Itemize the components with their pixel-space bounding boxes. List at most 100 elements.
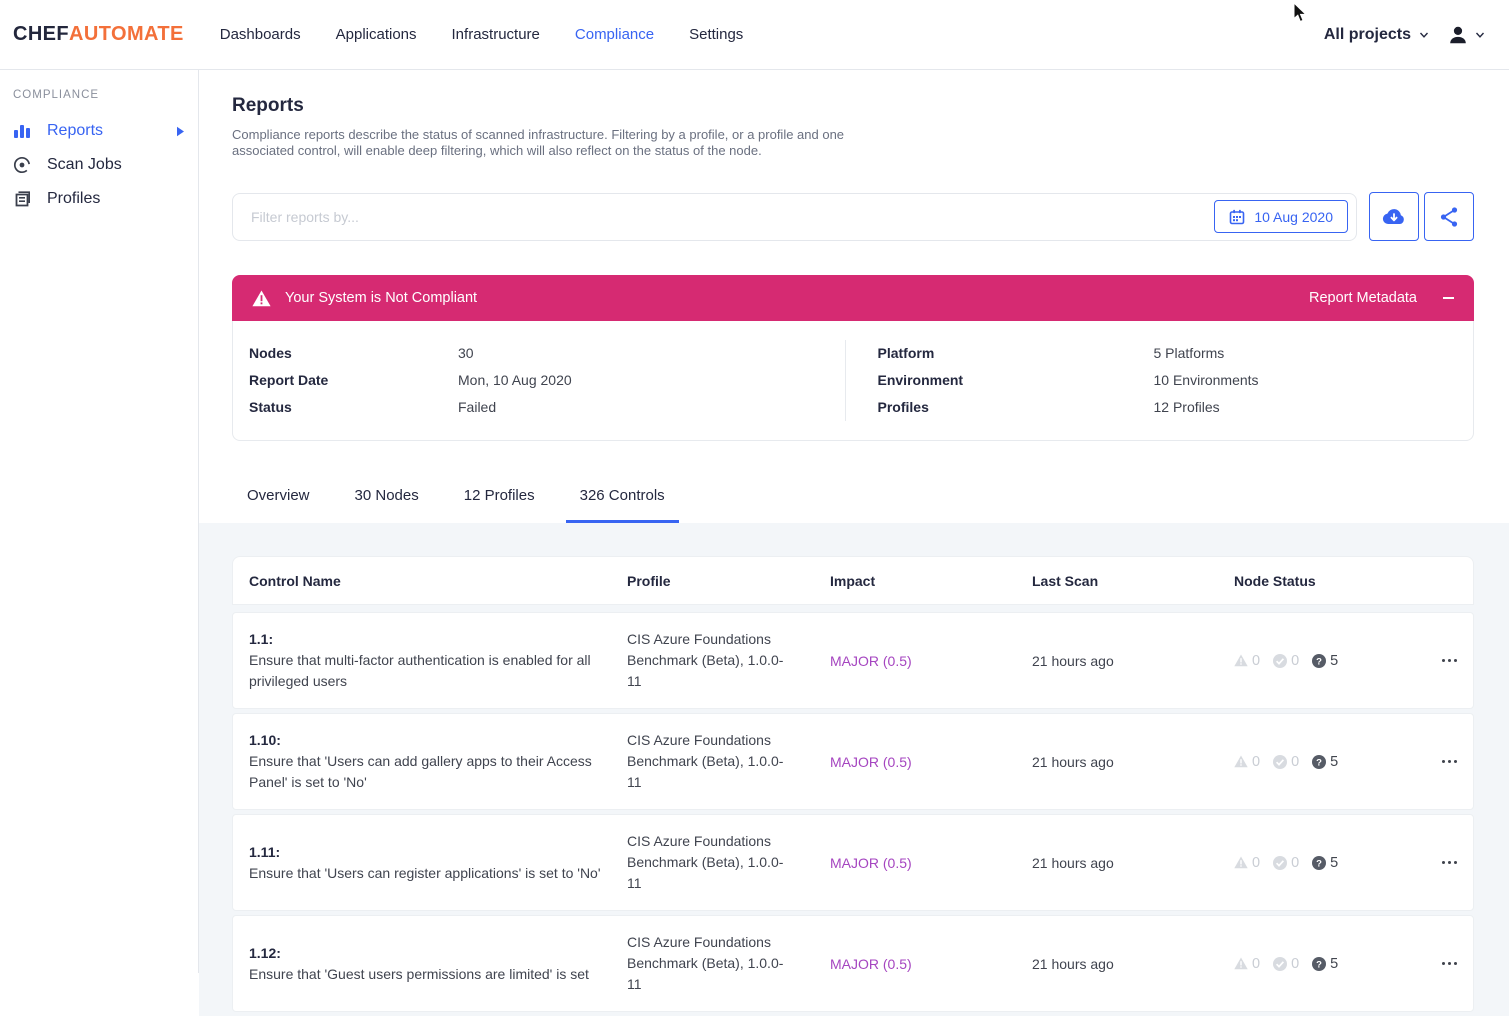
projects-label: All projects [1323, 25, 1411, 43]
share-report-button[interactable] [1424, 192, 1474, 241]
passed-count: 0 [1291, 753, 1300, 770]
top-navigation: CHEFAUTOMATE Dashboards Applications Inf… [0, 0, 1509, 70]
skipped-count: 5 [1330, 854, 1339, 871]
nav-infrastructure[interactable]: Infrastructure [451, 26, 540, 43]
passed-stat: 0 [1273, 754, 1299, 770]
meta-row-profiles: Profiles 12 Profiles [877, 399, 1220, 415]
cloud-download-icon [1382, 208, 1404, 224]
banner-title: Your System is Not Compliant [285, 290, 478, 306]
skipped-count: 5 [1330, 652, 1339, 669]
warning-triangle-icon [1234, 755, 1248, 768]
page-description: Compliance reports describe the status o… [232, 127, 845, 158]
col-profile: Profile [627, 572, 671, 589]
main-nav: Dashboards Applications Infrastructure C… [220, 26, 744, 43]
sidebar: COMPLIANCE Reports Scan Jobs Profiles [0, 70, 199, 973]
profile-cell: CIS Azure Foundations Benchmark (Beta), … [627, 732, 784, 790]
sidebar-section-label: COMPLIANCE [13, 89, 100, 101]
skipped-count: 5 [1330, 955, 1339, 972]
download-report-button[interactable] [1369, 192, 1419, 241]
skipped-stat: ? 5 [1312, 956, 1338, 972]
node-status-cell: 0 0 ? 5 [1234, 855, 1417, 871]
chevron-down-icon [1419, 32, 1429, 38]
tab-controls[interactable]: 326 Controls [565, 474, 679, 523]
controls-table-body: 1.1: Ensure that multi-factor authentica… [232, 612, 1474, 1012]
chef-automate-logo[interactable]: CHEFAUTOMATE [13, 23, 184, 46]
meta-row-environment: Environment 10 Environments [877, 372, 1259, 388]
last-scan-cell: 21 hours ago [1032, 854, 1114, 871]
svg-text:?: ? [1316, 656, 1322, 667]
control-id: 1.10: [249, 732, 281, 748]
sidebar-item-scan-jobs[interactable]: Scan Jobs [0, 148, 198, 182]
node-status-cell: 0 0 ? 5 [1234, 956, 1417, 972]
sidebar-item-label: Profiles [47, 190, 101, 207]
nav-compliance[interactable]: Compliance [574, 26, 655, 43]
impact-cell: MAJOR (0.5) [830, 753, 912, 770]
date-picker-button[interactable]: 10 Aug 2020 [1214, 200, 1348, 233]
nav-dashboards[interactable]: Dashboards [219, 26, 301, 43]
logo-automate: AUTOMATE [69, 23, 184, 45]
projects-dropdown[interactable]: All projects [1324, 26, 1429, 44]
row-menu-button[interactable] [1417, 752, 1457, 772]
tab-overview[interactable]: Overview [247, 487, 310, 504]
question-circle-icon: ? [1312, 855, 1327, 870]
control-table-row[interactable]: 1.11: Ensure that 'Users can register ap… [232, 814, 1474, 911]
report-metadata-panel: Nodes 30 Report Date Mon, 10 Aug 2020 St… [232, 321, 1474, 441]
row-menu-button[interactable] [1417, 853, 1457, 873]
control-table-row[interactable]: 1.12: Ensure that 'Guest users permissio… [232, 915, 1474, 1012]
controls-table-section: Control Name Profile Impact Last Scan No… [199, 523, 1509, 1016]
control-table-row[interactable]: 1.10: Ensure that 'Users can add gallery… [232, 713, 1474, 810]
user-menu[interactable] [1447, 24, 1485, 46]
user-icon [1450, 26, 1466, 43]
question-circle-icon: ? [1312, 956, 1327, 971]
check-circle-icon [1273, 653, 1288, 668]
col-last-scan: Last Scan [1032, 572, 1099, 589]
collapse-icon [1443, 297, 1454, 299]
node-status-cell: 0 0 ? 5 [1234, 754, 1417, 770]
tab-profiles[interactable]: 12 Profiles [463, 487, 535, 504]
svg-text:?: ? [1316, 959, 1322, 970]
noncompliant-banner: Your System is Not Compliant Report Meta… [232, 275, 1474, 321]
svg-text:?: ? [1316, 858, 1322, 869]
passed-stat: 0 [1273, 855, 1299, 871]
warning-triangle-icon [1234, 654, 1248, 667]
failed-count: 0 [1252, 652, 1261, 669]
profile-cell: CIS Azure Foundations Benchmark (Beta), … [627, 934, 784, 992]
control-description: Ensure that 'Users can add gallery apps … [249, 753, 592, 790]
nav-settings[interactable]: Settings [689, 26, 744, 43]
control-table-row[interactable]: 1.1: Ensure that multi-factor authentica… [232, 612, 1474, 709]
tab-nodes[interactable]: 30 Nodes [354, 487, 419, 504]
failed-stat: 0 [1234, 754, 1260, 770]
calendar-icon [1230, 209, 1245, 224]
radar-icon [13, 156, 31, 174]
skipped-stat: ? 5 [1312, 855, 1338, 871]
filter-reports-input[interactable] [251, 208, 1215, 225]
control-id: 1.12: [249, 944, 281, 961]
passed-stat: 0 [1273, 956, 1299, 972]
question-circle-icon: ? [1312, 653, 1327, 668]
logo-chef: CHEF [13, 23, 70, 45]
skipped-count: 5 [1330, 753, 1339, 770]
row-menu-button[interactable] [1417, 651, 1457, 671]
filter-input-container: 10 Aug 2020 [232, 192, 1357, 241]
report-metadata-toggle[interactable]: Report Metadata [1309, 290, 1454, 306]
row-menu-button[interactable] [1417, 954, 1457, 974]
nav-applications[interactable]: Applications [335, 26, 417, 43]
sidebar-item-reports[interactable]: Reports [0, 114, 198, 148]
last-scan-cell: 21 hours ago [1032, 652, 1114, 669]
question-circle-icon: ? [1312, 754, 1327, 769]
page-title: Reports [232, 95, 304, 116]
control-description: Ensure that 'Users can register applicat… [249, 864, 601, 881]
failed-count: 0 [1252, 955, 1261, 972]
svg-text:?: ? [1316, 757, 1322, 768]
passed-stat: 0 [1273, 653, 1299, 669]
sidebar-item-profiles[interactable]: Profiles [0, 182, 198, 216]
passed-count: 0 [1291, 955, 1300, 972]
control-name-cell: 1.12: Ensure that 'Guest users permissio… [249, 943, 627, 985]
warning-triangle-icon [1234, 957, 1248, 970]
col-impact: Impact [830, 572, 876, 589]
document-icon [13, 190, 31, 208]
impact-cell: MAJOR (0.5) [830, 652, 912, 669]
expand-arrow-icon[interactable] [176, 126, 185, 137]
control-name-cell: 1.10: Ensure that 'Users can add gallery… [249, 730, 627, 793]
impact-cell: MAJOR (0.5) [830, 854, 912, 871]
